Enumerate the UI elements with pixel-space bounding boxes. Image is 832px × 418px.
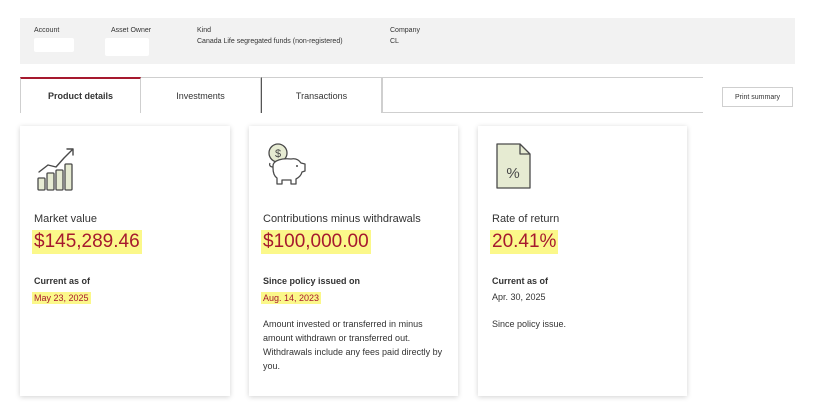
tab-bar-filler <box>382 77 703 113</box>
market-value-card: Market value $145,289.46 Current as of M… <box>20 126 230 396</box>
contributions-card: $ Contributions minus withdrawals $100,0… <box>249 126 458 396</box>
kind-label: Kind <box>197 27 212 34</box>
tab-bar: Product details Investments Transactions <box>20 77 703 113</box>
rate-of-return-title: Rate of return <box>492 213 560 225</box>
account-value-redacted <box>34 38 74 52</box>
piggy-bank-dollar-icon: $ <box>263 140 313 192</box>
account-info-bar: Account Asset Owner Kind Canada Life seg… <box>20 18 795 64</box>
percent-document-icon: % <box>492 140 542 192</box>
rate-of-return-date-label: Current as of <box>492 276 549 286</box>
company-label: Company <box>390 27 420 34</box>
contributions-title: Contributions minus withdrawals <box>263 213 421 225</box>
tab-product-details[interactable]: Product details <box>20 77 141 113</box>
tab-transactions[interactable]: Transactions <box>261 77 382 113</box>
print-summary-button[interactable]: Print summary <box>722 87 793 107</box>
policy-issued-date: Aug. 14, 2023 <box>261 292 322 304</box>
asset-owner-label: Asset Owner <box>111 27 152 34</box>
rate-of-return-card: % Rate of return 20.41% Current as of Ap… <box>478 126 687 396</box>
growth-chart-icon <box>34 140 84 192</box>
rate-of-return-amount: 20.41% <box>490 230 559 254</box>
account-column: Account <box>34 27 74 52</box>
asset-owner-value-redacted <box>105 38 149 56</box>
market-value-date-label: Current as of <box>34 276 91 286</box>
kind-value: Canada Life segregated funds (non-regist… <box>197 38 343 45</box>
asset-owner-column: Asset Owner <box>105 27 152 56</box>
company-column: Company CL <box>390 27 420 45</box>
kind-column: Kind Canada Life segregated funds (non-r… <box>197 27 343 45</box>
policy-issued-label: Since policy issued on <box>263 276 361 286</box>
company-value: CL <box>390 38 399 45</box>
account-label: Account <box>34 27 60 34</box>
tab-investments[interactable]: Investments <box>141 77 261 113</box>
market-value-amount: $145,289.46 <box>32 230 142 254</box>
contributions-description: Amount invested or transferred in minus … <box>263 319 443 371</box>
svg-text:$: $ <box>275 148 281 160</box>
rate-of-return-date: Apr. 30, 2025 <box>492 292 546 302</box>
contributions-amount: $100,000.00 <box>261 230 371 254</box>
rate-of-return-description: Since policy issue. <box>492 319 567 329</box>
svg-text:%: % <box>506 165 519 182</box>
market-value-title: Market value <box>34 213 97 225</box>
market-value-date: May 23, 2025 <box>32 292 91 304</box>
